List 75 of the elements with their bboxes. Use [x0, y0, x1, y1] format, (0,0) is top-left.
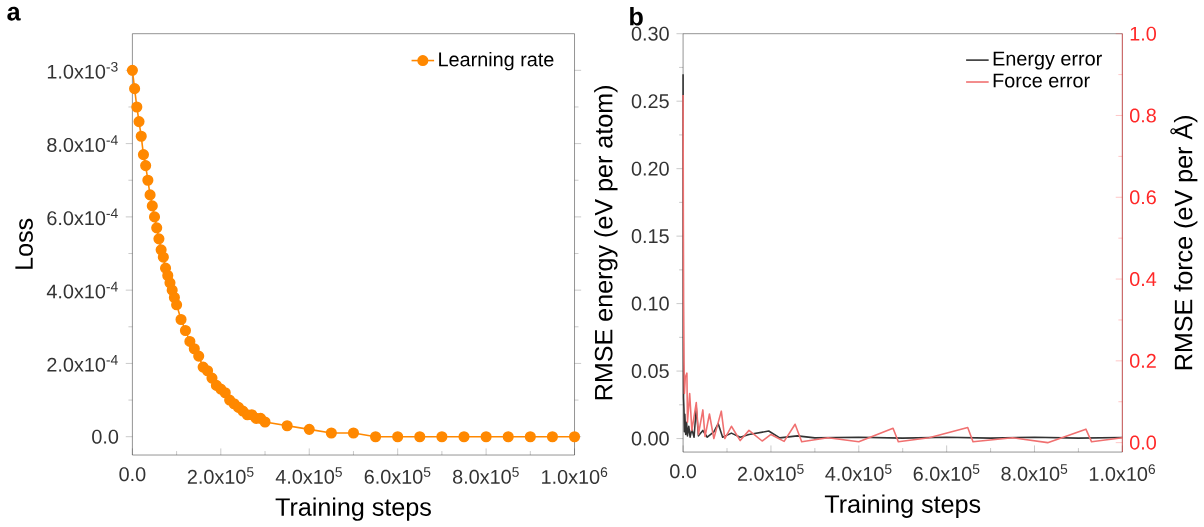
- text: a: [7, 6, 21, 21]
- point: [303, 423, 315, 435]
- x-tick-label: 6.0x10$^{5}$: [364, 466, 431, 484]
- y2-tick-label: 0.4: [1129, 271, 1157, 286]
- y-tick-label: 4.0x10$^{-4}$: [46, 281, 118, 299]
- point: [436, 430, 448, 443]
- x-axis-title: Training steps: [824, 494, 981, 518]
- legend-label: Energy error: [993, 51, 1102, 70]
- point: [157, 251, 169, 263]
- point: [524, 430, 536, 443]
- point: [259, 416, 271, 428]
- point: [171, 299, 183, 311]
- point: [392, 430, 404, 443]
- x-tick-label: 1.0x10$^{6}$: [1089, 463, 1156, 481]
- x-tick-label: 6.0x10$^{5}$: [913, 463, 980, 481]
- point: [193, 350, 205, 362]
- point: [370, 430, 382, 443]
- y-tick-label: 1.0x10$^{-3}$: [47, 61, 118, 79]
- y-tick-label: 0.00: [631, 431, 669, 446]
- point: [458, 430, 470, 443]
- point: [325, 427, 337, 439]
- point: [142, 174, 154, 186]
- x-tick-label: 8.0x10$^{5}$: [453, 466, 519, 484]
- x-tick-label: 2.0x10$^{5}$: [737, 463, 804, 481]
- y-tick-label: 0.10: [631, 296, 669, 311]
- y2-tick-label: 0.8: [1129, 108, 1156, 123]
- y-tick-label: 0.25: [631, 93, 669, 108]
- y-tick-label: 8.0x10$^{-4}$: [47, 135, 118, 152]
- y2-tick-label: 1.0: [1130, 26, 1156, 41]
- point: [175, 313, 187, 325]
- point: [502, 430, 514, 443]
- y-tick-label: 0.0: [92, 429, 119, 444]
- point: [347, 427, 360, 439]
- text: b: [630, 6, 643, 26]
- point: [281, 419, 293, 432]
- point: [179, 324, 191, 336]
- legend-label: Force error: [993, 73, 1090, 88]
- point: [202, 364, 214, 377]
- y2-tick-label: 0.2: [1129, 353, 1156, 368]
- y-tick-label: 0.15: [631, 228, 669, 243]
- point: [151, 222, 163, 234]
- point: [480, 430, 492, 443]
- y-tick-label: 0.20: [631, 161, 669, 176]
- point: [414, 430, 426, 443]
- point: [140, 159, 152, 171]
- legend-label: Learning rate: [439, 51, 554, 71]
- point: [129, 82, 141, 94]
- point: [568, 430, 581, 443]
- point: [126, 64, 138, 76]
- y2-tick-label: 0.6: [1129, 190, 1156, 205]
- y-axis-title: Loss: [15, 218, 33, 269]
- point: [153, 233, 165, 245]
- y-tick-label: 0.30: [631, 26, 669, 41]
- point: [133, 115, 145, 127]
- point: [148, 211, 161, 223]
- point: [546, 430, 558, 443]
- y2-axis-title: RMSE force (eV per Å): [1170, 115, 1198, 369]
- y-tick-label: 6.0x10$^{-4}$: [47, 208, 118, 225]
- point: [131, 101, 143, 113]
- x-axis-title: Training steps: [275, 497, 431, 521]
- x-tick-label: 8.0x10$^{5}$: [1001, 463, 1068, 481]
- x-tick-label: 1.0x10$^{6}$: [542, 466, 608, 484]
- x-tick-label: 0.0: [119, 466, 146, 481]
- x-tick-label: 0.0: [670, 463, 697, 478]
- y-tick-label: 2.0x10$^{-4}$: [47, 354, 118, 372]
- x-tick-label: 2.0x10$^{5}$: [187, 466, 254, 484]
- y-tick-label: 0.05: [631, 363, 669, 378]
- point: [137, 148, 150, 160]
- y-axis-title: RMSE energy (eV per atom): [594, 85, 618, 399]
- point: [146, 200, 158, 212]
- point: [144, 189, 156, 201]
- y2-tick-label: 0.0: [1129, 435, 1156, 450]
- point: [135, 130, 147, 142]
- x-tick-label: 4.0x10$^{5}$: [275, 466, 342, 484]
- x-tick-label: 4.0x10$^{5}$: [825, 463, 892, 481]
